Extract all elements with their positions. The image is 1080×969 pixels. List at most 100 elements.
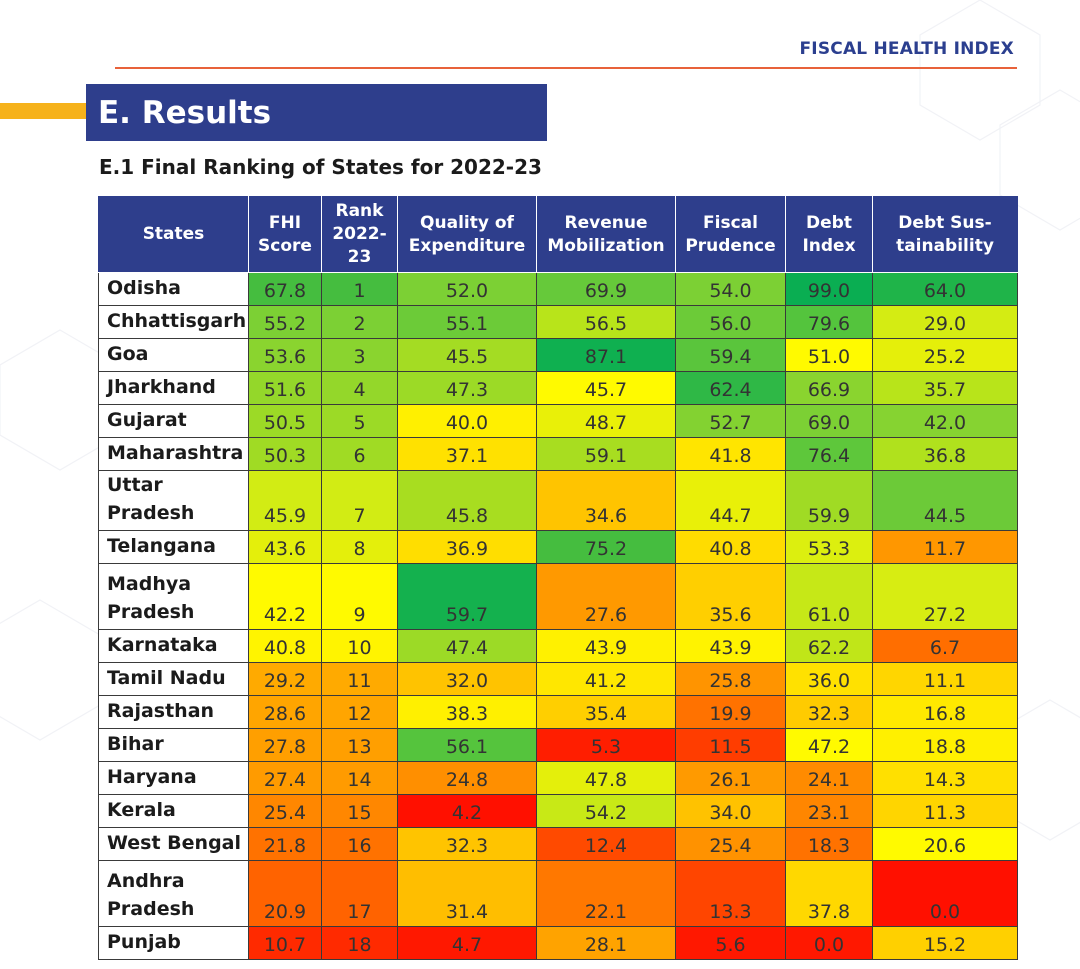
score-cell: 13.3 <box>675 860 786 927</box>
table-row: Bihar 27.8 13 56.1 5.3 11.5 47.2 18.8 <box>98 728 1018 762</box>
score-cell: 28.6 <box>248 695 322 729</box>
score-cell: 47.4 <box>397 629 537 663</box>
table-row: West Bengal 21.8 16 32.3 12.4 25.4 18.3 20.6 <box>98 827 1018 861</box>
score-cell: 47.2 <box>785 728 873 762</box>
state-name: Uttar Pradesh <box>107 474 195 524</box>
state-name: Haryana <box>107 766 197 788</box>
score-cell: 54.0 <box>675 272 786 306</box>
score-cell: 35.7 <box>872 371 1018 405</box>
score-cell: 23.1 <box>785 794 873 828</box>
score-cell: 14.3 <box>872 761 1018 795</box>
score-cell: 50.3 <box>248 437 322 471</box>
score-cell: 9 <box>321 563 398 630</box>
score-cell: 25.4 <box>675 827 786 861</box>
state-name: Odisha <box>107 277 181 299</box>
column-header: FHI Score <box>248 196 322 273</box>
score-cell: 51.0 <box>785 338 873 372</box>
column-header: Debt Index <box>785 196 873 273</box>
column-header-line: Quality of <box>420 212 514 233</box>
score-cell: 32.3 <box>397 827 537 861</box>
section-banner: E. Results <box>86 84 547 141</box>
score-cell: 3 <box>321 338 398 372</box>
score-cell: 26.1 <box>675 761 786 795</box>
table-header-row: States FHI Score Rank 2022- 23 Quality of Expen… <box>98 196 1018 273</box>
state-name-cell: Maharashtra <box>98 437 249 471</box>
score-cell: 35.6 <box>675 563 786 630</box>
score-cell: 11.5 <box>675 728 786 762</box>
column-header-line: Debt Sus- <box>898 212 992 233</box>
state-name-cell: Telangana <box>98 530 249 564</box>
score-cell: 44.5 <box>872 470 1018 531</box>
state-name: Telangana <box>107 535 216 557</box>
table-subtitle: E.1 Final Ranking of States for 2022-23 <box>99 155 542 179</box>
state-name-cell: Andhra Pradesh <box>98 860 249 927</box>
score-cell: 69.0 <box>785 404 873 438</box>
column-header-line: Index <box>802 235 856 256</box>
score-cell: 6.7 <box>872 629 1018 663</box>
score-cell: 37.8 <box>785 860 873 927</box>
column-header-line: Revenue <box>564 212 648 233</box>
score-cell: 25.8 <box>675 662 786 696</box>
table-row: Karnataka 40.8 10 47.4 43.9 43.9 62.2 6.7 <box>98 629 1018 663</box>
score-cell: 62.4 <box>675 371 786 405</box>
table-row: Uttar Pradesh 45.9 7 45.8 34.6 44.7 59.9 44.5 <box>98 470 1018 531</box>
score-cell: 14 <box>321 761 398 795</box>
state-name: Punjab <box>107 931 181 953</box>
column-header-line: Mobilization <box>547 235 665 256</box>
score-cell: 75.2 <box>536 530 676 564</box>
state-name-cell: Uttar Pradesh <box>98 470 249 531</box>
score-cell: 51.6 <box>248 371 322 405</box>
score-cell: 52.0 <box>397 272 537 306</box>
column-header-line: 23 <box>347 247 372 267</box>
score-cell: 32.3 <box>785 695 873 729</box>
score-cell: 31.4 <box>397 860 537 927</box>
score-cell: 12 <box>321 695 398 729</box>
score-cell: 10.7 <box>248 926 322 960</box>
state-name-cell: Jharkhand <box>98 371 249 405</box>
column-header-line: Fiscal <box>703 212 758 233</box>
score-cell: 4 <box>321 371 398 405</box>
score-cell: 32.0 <box>397 662 537 696</box>
state-name: Pradesh <box>107 898 195 920</box>
column-header-line: Prudence <box>685 235 776 256</box>
state-name-cell: Karnataka <box>98 629 249 663</box>
score-cell: 10 <box>321 629 398 663</box>
table-row: Kerala 25.4 15 4.2 54.2 34.0 23.1 11.3 <box>98 794 1018 828</box>
state-name-cell: Goa <box>98 338 249 372</box>
score-cell: 62.2 <box>785 629 873 663</box>
score-cell: 7 <box>321 470 398 531</box>
score-cell: 34.6 <box>536 470 676 531</box>
state-name: Tamil Nadu <box>107 667 226 689</box>
score-cell: 45.7 <box>536 371 676 405</box>
column-header-line: Score <box>258 235 312 256</box>
state-name: Andhra <box>107 870 185 892</box>
score-cell: 56.5 <box>536 305 676 339</box>
score-cell: 59.1 <box>536 437 676 471</box>
ranking-table: States FHI Score Rank 2022- 23 Quality of Expen… <box>98 196 1018 960</box>
state-name-cell: Bihar <box>98 728 249 762</box>
score-cell: 53.3 <box>785 530 873 564</box>
score-cell: 66.9 <box>785 371 873 405</box>
score-cell: 27.2 <box>872 563 1018 630</box>
score-cell: 41.8 <box>675 437 786 471</box>
score-cell: 4.2 <box>397 794 537 828</box>
section-title: E. Results <box>98 94 272 131</box>
state-name: Kerala <box>107 799 176 821</box>
column-header: States <box>98 196 249 273</box>
score-cell: 18 <box>321 926 398 960</box>
report-header-title: FISCAL HEALTH INDEX <box>799 39 1014 59</box>
table-row: Chhattisgarh 55.2 2 55.1 56.5 56.0 79.6 29.0 <box>98 305 1018 339</box>
state-name: West Bengal <box>107 832 242 854</box>
column-header: Rank 2022- 23 <box>321 196 398 273</box>
score-cell: 25.4 <box>248 794 322 828</box>
state-name-cell: Madhya Pradesh <box>98 563 249 630</box>
table-row: Tamil Nadu 29.2 11 32.0 41.2 25.8 36.0 11.1 <box>98 662 1018 696</box>
score-cell: 45.9 <box>248 470 322 531</box>
score-cell: 64.0 <box>872 272 1018 306</box>
score-cell: 59.4 <box>675 338 786 372</box>
score-cell: 28.1 <box>536 926 676 960</box>
state-name: Goa <box>107 343 149 365</box>
score-cell: 29.2 <box>248 662 322 696</box>
column-header: Debt Sus-tainability <box>872 196 1018 273</box>
state-name-cell: Tamil Nadu <box>98 662 249 696</box>
